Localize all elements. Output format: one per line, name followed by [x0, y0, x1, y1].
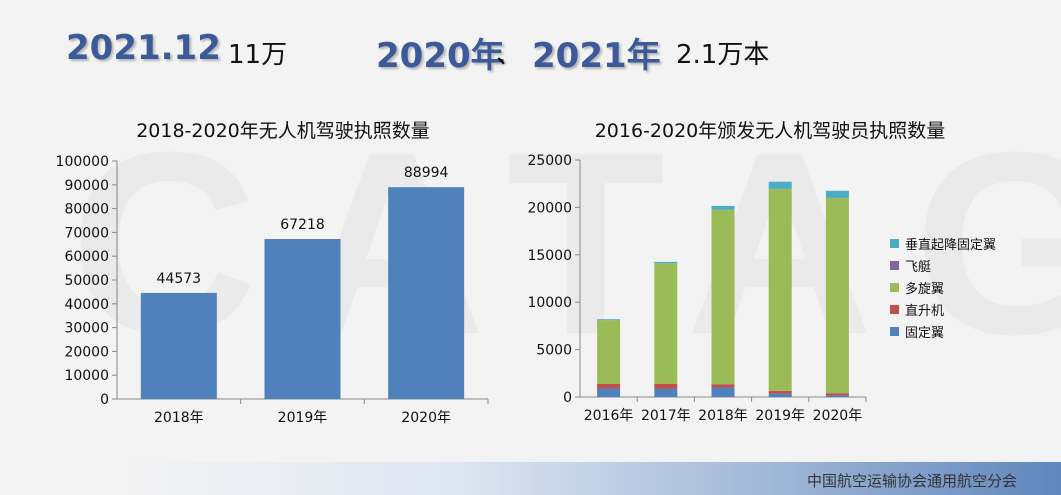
header: 2021.12 11万 2020年 、 2021年 2.1万本	[0, 28, 1061, 78]
chart2-legend-item: 飞艇	[890, 254, 996, 276]
chart1-title: 2018-2020年无人机驾驶执照数量	[136, 120, 430, 142]
chart2-legend-swatch	[890, 238, 899, 248]
chart2-bar-segment	[711, 205, 735, 210]
chart2-y-tick-label: 5000	[536, 343, 572, 359]
chart2-legend-item: 多旋翼	[890, 276, 996, 298]
chart1-y-tick-label: 10000	[64, 368, 109, 384]
chart2-bar-segment	[597, 320, 621, 384]
chart1-y-tick-label: 50000	[64, 273, 109, 289]
chart2-bar-segment	[597, 383, 621, 389]
chart2-bar-segment	[768, 393, 792, 397]
chart2-bar-segment	[654, 383, 678, 389]
header-count2: 2.1万本	[676, 40, 770, 70]
chart2-legend-item: 直升机	[890, 298, 996, 320]
chart1-bar	[264, 239, 341, 399]
chart1-x-tick-label: 2019年	[278, 410, 328, 426]
chart2-legend-swatch	[890, 260, 899, 270]
chart1-x-tick-label: 2018年	[154, 410, 204, 426]
chart2-y-tick-label: 15000	[527, 248, 572, 264]
chart1-y-tick-label: 70000	[64, 225, 109, 241]
chart2-legend-item: 垂直起降固定翼	[890, 232, 996, 254]
chart2-bar-segment	[768, 188, 792, 391]
chart2-legend-label: 飞艇	[905, 259, 932, 275]
chart2-y-tick-label: 20000	[527, 200, 572, 216]
chart2-bar-segment	[597, 319, 621, 321]
chart2-bar-segment	[825, 197, 849, 394]
chart1-data-label: 88994	[404, 165, 449, 181]
chart1-y-tick-label: 60000	[64, 249, 109, 265]
chart2-legend-swatch	[890, 304, 899, 314]
chart2-x-tick-label: 2018年	[698, 408, 748, 424]
chart1-data-label: 67218	[280, 217, 325, 233]
header-count1: 11万	[228, 40, 288, 70]
chart2-bar-segment	[825, 393, 849, 396]
chart2-y-tick-label: 0	[563, 390, 572, 406]
chart2-legend-label: 固定翼	[905, 325, 945, 341]
chart2-x-tick-label: 2020年	[813, 408, 863, 424]
chart2-legend: 垂直起降固定翼 飞艇多旋翼直升机固定翼	[890, 232, 996, 342]
chart1-x-tick-label: 2020年	[401, 410, 451, 426]
chart2-y-tick-label: 25000	[527, 153, 572, 169]
chart1-y-tick-label: 100000	[56, 154, 109, 170]
chart2-bar-segment	[711, 209, 735, 385]
chart2-bar-segment	[654, 388, 678, 397]
chart2-bar-segment	[768, 390, 792, 394]
chart1-y-tick-label: 80000	[64, 202, 109, 218]
chart2-bar-segment	[654, 261, 678, 264]
chart1-bar	[388, 187, 465, 399]
chart2-x-tick-label: 2017年	[641, 408, 691, 424]
chart2-bar-segment	[711, 384, 735, 388]
header-year2: 2021年	[532, 36, 661, 76]
header-date: 2021.12	[66, 28, 221, 68]
chart2-bar-segment	[711, 387, 735, 397]
header-year1: 2020年	[376, 36, 505, 76]
chart2-x-tick-label: 2016年	[584, 408, 634, 424]
chart1-y-tick-label: 30000	[64, 321, 109, 337]
chart2-bar-segment	[597, 388, 621, 397]
chart2-legend-item: 固定翼	[890, 320, 996, 342]
chart2-legend-label: 直升机	[905, 303, 945, 319]
chart2-y-tick-label: 10000	[527, 295, 572, 311]
chart1-y-tick-label: 40000	[64, 297, 109, 313]
chart2-legend-swatch	[890, 282, 899, 292]
chart2-legend-label: 多旋翼	[905, 281, 945, 297]
chart1-y-tick-label: 0	[100, 392, 109, 408]
footer-org: 中国航空运输协会通用航空分会	[806, 472, 1017, 490]
chart2-legend-label: 垂直起降固定翼	[905, 237, 997, 253]
chart2-bar-segment	[825, 190, 849, 198]
bottom-band	[120, 462, 1061, 495]
chart2-bar-segment	[654, 263, 678, 384]
chart1-y-tick-label: 20000	[64, 344, 109, 360]
chart2-title: 2016-2020年颁发无人机驾驶员执照数量	[594, 120, 946, 142]
chart2-x-tick-label: 2019年	[755, 408, 805, 424]
chart2-bar-segment	[768, 181, 792, 189]
header-sep: 、	[496, 40, 523, 70]
chart2-legend-swatch	[890, 326, 899, 336]
chart1-y-tick-label: 90000	[64, 178, 109, 194]
chart2-bar-segment	[825, 395, 849, 397]
chart1-data-label: 44573	[157, 271, 202, 287]
chart1-bar	[140, 292, 217, 399]
